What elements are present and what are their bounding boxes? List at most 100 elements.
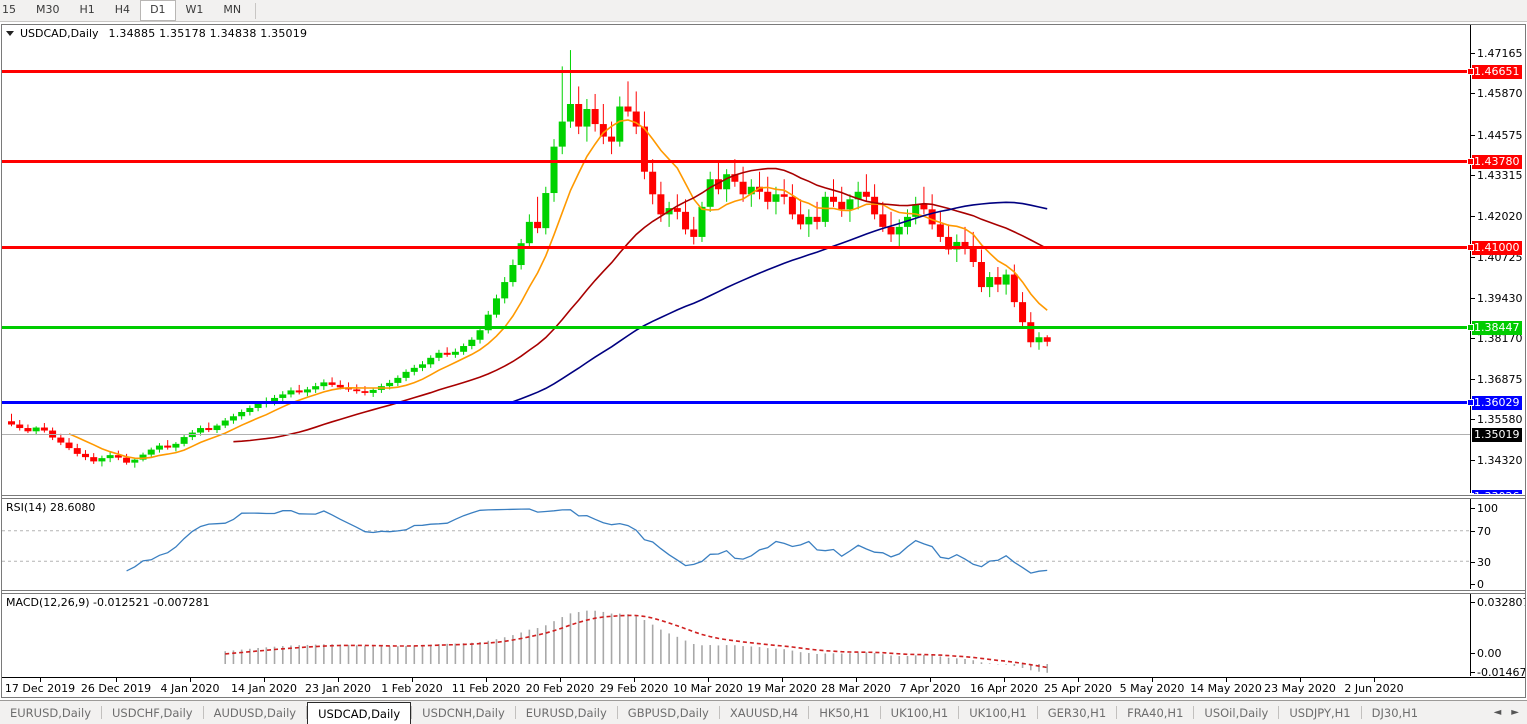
- chart-tab-usoil-daily[interactable]: USOil,Daily: [1204, 705, 1269, 720]
- chart-tab-usdcad-daily[interactable]: USDCAD,Daily: [307, 702, 412, 724]
- price-level-tag[interactable]: 1.38447: [1472, 321, 1522, 335]
- rsi-pane[interactable]: RSI(14) 28.6080 100 70 30 0: [2, 499, 1525, 589]
- price-level-tag[interactable]: 1.46651: [1472, 65, 1522, 79]
- price-axis[interactable]: 1.47165 1.45870 1.44575 1.43315 1.42020 1.407…: [1467, 25, 1525, 494]
- chart-tab-hk50-h1[interactable]: HK50,H1: [819, 705, 870, 720]
- price-tick-label: 1.40725: [1477, 251, 1523, 264]
- level-line-resistance[interactable]: [2, 160, 1470, 163]
- level-line-resistance[interactable]: [2, 246, 1470, 249]
- scroll-left-icon[interactable]: ◄: [1493, 707, 1502, 718]
- price-level-tag[interactable]: 1.41000: [1472, 241, 1522, 255]
- date-tick-label: 25 Apr 2020: [1043, 682, 1113, 695]
- symbol-info-bar: USDCAD,Daily 1.34885 1.35178 1.34838 1.3…: [6, 27, 307, 40]
- date-tick-label: 23 May 2020: [1264, 682, 1336, 695]
- date-tick-mark: [116, 678, 117, 682]
- date-tick-mark: [1226, 678, 1227, 682]
- tab-divider: [306, 706, 308, 719]
- price-tick-mark: [1471, 419, 1475, 420]
- price-level-tag[interactable]: 1.33026: [1472, 490, 1522, 494]
- price-tick-label: 1.38170: [1477, 332, 1523, 345]
- chart-tab-gbpusd-daily[interactable]: GBPUSD,Daily: [627, 705, 709, 720]
- tab-divider: [514, 706, 516, 719]
- timeframe-button-h4[interactable]: H4: [114, 3, 131, 16]
- tab-divider: [1193, 706, 1195, 719]
- level-drag-handle[interactable]: [1467, 493, 1474, 494]
- chart-tab-ger30-h1[interactable]: GER30,H1: [1047, 705, 1107, 720]
- level-line-last-price[interactable]: [2, 434, 1470, 435]
- tab-divider: [1278, 706, 1280, 719]
- chart-tab-uk100-h1[interactable]: UK100,H1: [969, 705, 1027, 720]
- timeframe-button-mn[interactable]: MN: [223, 3, 242, 16]
- price-tick-label: 1.36875: [1477, 373, 1523, 386]
- chart-tab-usdjpy-h1[interactable]: USDJPY,H1: [1289, 705, 1351, 720]
- tab-divider: [1116, 706, 1118, 719]
- chart-tab-bar: EURUSD,Daily USDCHF,Daily AUDUSD,Daily USDC…: [0, 700, 1527, 724]
- rsi-tick-mark: [1471, 531, 1475, 532]
- rsi-tick-label: 100: [1477, 502, 1498, 515]
- price-tick-label: 1.45870: [1477, 87, 1523, 100]
- level-drag-handle[interactable]: [1467, 68, 1474, 75]
- timeframe-button-w1[interactable]: W1: [185, 3, 204, 16]
- date-tick-mark: [930, 678, 931, 682]
- rsi-tick-mark: [1471, 584, 1475, 585]
- pane-divider-1: [2, 495, 1525, 496]
- timeframe-button-15[interactable]: 15: [2, 3, 16, 16]
- macd-plot-area: [2, 594, 1470, 676]
- timeframe-button-m30[interactable]: M30: [36, 3, 60, 16]
- chart-tab-dj30-h1[interactable]: DJ30,H1: [1371, 705, 1419, 720]
- date-tick-label: 23 Jan 2020: [305, 682, 371, 695]
- timeframe-button-d1[interactable]: D1: [140, 0, 176, 21]
- chart-tab-audusd-daily[interactable]: AUDUSD,Daily: [213, 705, 297, 720]
- level-drag-handle[interactable]: [1467, 399, 1474, 406]
- macd-tick-label: 0.00: [1477, 647, 1502, 660]
- scroll-right-icon[interactable]: ►: [1511, 707, 1519, 718]
- rsi-label: RSI(14) 28.6080: [6, 501, 96, 514]
- chart-frame: USDCAD,Daily 1.34885 1.35178 1.34838 1.3…: [1, 24, 1526, 698]
- chart-tab-xauusd-h4[interactable]: XAUUSD,H4: [729, 705, 799, 720]
- price-pane[interactable]: USDCAD,Daily 1.34885 1.35178 1.34838 1.3…: [2, 25, 1525, 494]
- chevron-down-icon[interactable]: [6, 31, 14, 36]
- chart-tab-uk100-h1[interactable]: UK100,H1: [890, 705, 949, 720]
- date-tick-mark: [1152, 678, 1153, 682]
- chart-tab-fra40-h1[interactable]: FRA40,H1: [1127, 705, 1184, 720]
- chart-tab-usdchf-daily[interactable]: USDCHF,Daily: [112, 705, 193, 720]
- date-tick-mark: [1374, 678, 1375, 682]
- date-tick-mark: [708, 678, 709, 682]
- date-tick-label: 10 Mar 2020: [673, 682, 743, 695]
- date-tick-mark: [1004, 678, 1005, 682]
- macd-tick-mark: [1471, 602, 1475, 603]
- date-tick-label: 19 Mar 2020: [747, 682, 817, 695]
- date-tick-mark: [856, 678, 857, 682]
- level-drag-handle[interactable]: [1467, 244, 1474, 251]
- price-level-tag[interactable]: 1.36029: [1472, 396, 1522, 410]
- tab-divider: [718, 706, 720, 719]
- ohlc-values: 1.34885 1.35178 1.34838 1.35019: [108, 27, 308, 40]
- date-axis[interactable]: 17 Dec 2019 26 Dec 2019 4 Jan 2020 14 Jan 2…: [2, 677, 1525, 697]
- chart-tab-eurusd-daily[interactable]: EURUSD,Daily: [10, 705, 91, 720]
- timeframe-button-h1[interactable]: H1: [79, 3, 95, 16]
- price-plot-area[interactable]: [2, 25, 1470, 494]
- macd-pane[interactable]: MACD(12,26,9) -0.012521 -0.007281 0.0328…: [2, 594, 1525, 676]
- tab-divider: [101, 706, 102, 719]
- candlestick-series: [8, 50, 1051, 468]
- level-line-support[interactable]: [2, 326, 1470, 329]
- date-tick-mark: [634, 678, 635, 682]
- price-level-tag[interactable]: 1.35019: [1472, 428, 1522, 442]
- price-level-tag[interactable]: 1.43780: [1472, 155, 1522, 169]
- rsi-tick-mark: [1471, 562, 1475, 563]
- tab-scroll-controls: ◄ ►: [1486, 701, 1527, 724]
- level-drag-handle[interactable]: [1467, 324, 1474, 331]
- level-line-resistance[interactable]: [2, 70, 1470, 73]
- macd-label: MACD(12,26,9) -0.012521 -0.007281: [6, 596, 210, 609]
- macd-tick-label: 0.032807: [1477, 596, 1525, 609]
- level-drag-handle[interactable]: [1467, 158, 1474, 165]
- chart-tab-usdcnh-daily[interactable]: USDCNH,Daily: [422, 705, 505, 720]
- level-line-support[interactable]: [2, 401, 1470, 404]
- chart-tab-eurusd-daily[interactable]: EURUSD,Daily: [525, 705, 607, 720]
- date-tick-label: 4 Jan 2020: [160, 682, 220, 695]
- date-tick-mark: [338, 678, 339, 682]
- tab-divider: [411, 706, 413, 719]
- date-tick-mark: [782, 678, 783, 682]
- tab-list: EURUSD,Daily USDCHF,Daily AUDUSD,Daily USDC…: [0, 701, 1428, 724]
- macd-series: [224, 610, 1049, 673]
